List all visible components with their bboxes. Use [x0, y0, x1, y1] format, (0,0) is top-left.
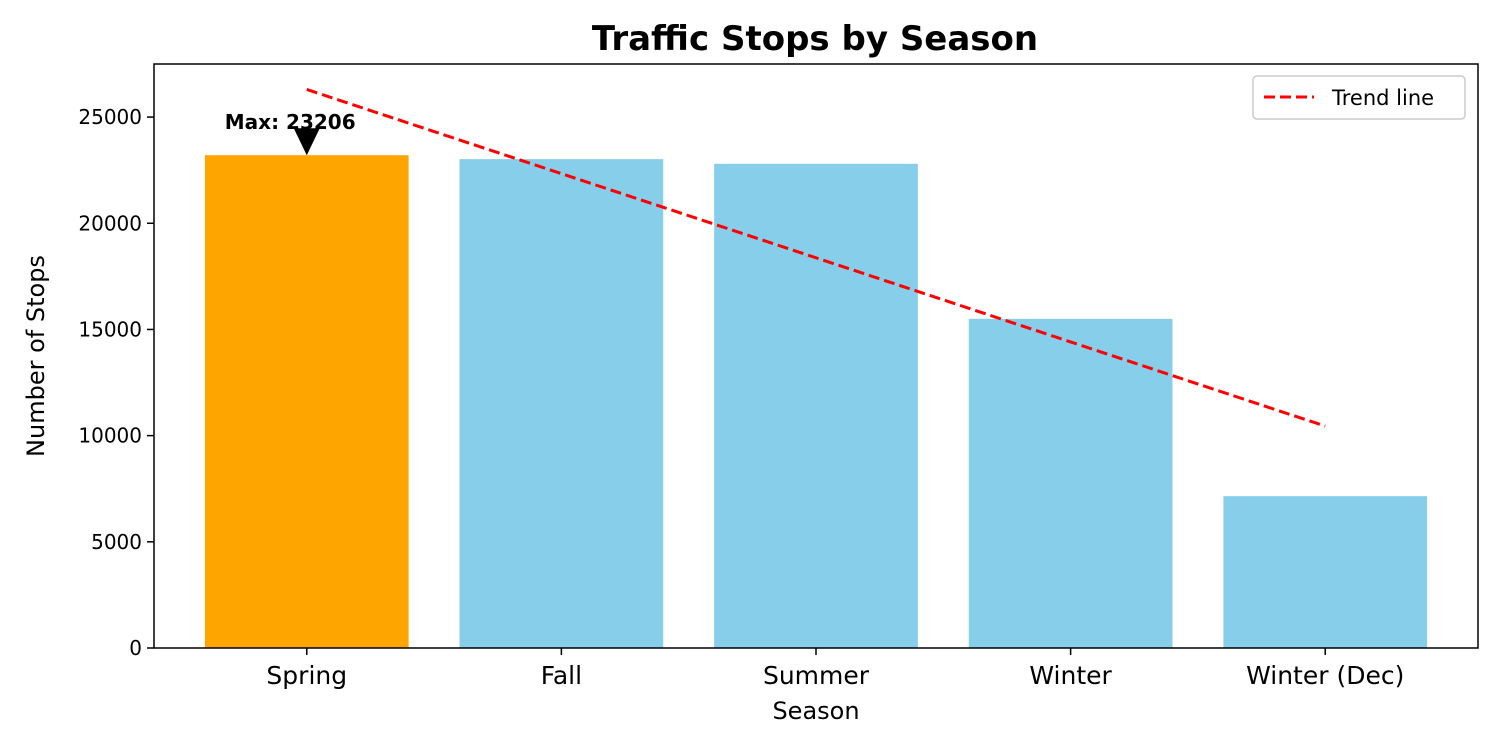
legend-label: Trend line	[1331, 86, 1434, 110]
y-tick-label: 0	[129, 636, 142, 660]
x-tick-label: Fall	[541, 661, 582, 690]
x-axis-label: Season	[772, 697, 859, 725]
x-tick-label: Spring	[266, 661, 347, 690]
legend-box	[1252, 75, 1466, 120]
bar-winter	[968, 318, 1173, 648]
y-axis-ticks: 0 5000 10000 15000 20000 25000	[78, 105, 154, 660]
y-tick-label: 10000	[78, 424, 142, 448]
bar-winter-dec	[1223, 496, 1428, 648]
annotation-text: Max: 23206	[225, 110, 356, 134]
x-tick-label: Winter (Dec)	[1246, 661, 1404, 690]
x-tick-label: Winter	[1029, 661, 1112, 690]
x-tick-label: Summer	[763, 661, 870, 690]
y-axis-label: Number of Stops	[22, 255, 50, 457]
legend: Trend line	[1252, 75, 1466, 120]
chart-title: Traffic Stops by Season	[592, 19, 1038, 59]
bar-spring	[204, 155, 409, 648]
y-tick-label: 20000	[78, 211, 142, 235]
bar-summer	[714, 163, 918, 648]
bar-fall	[459, 159, 664, 648]
trend-line	[306, 88, 1326, 428]
y-tick-label: 25000	[78, 105, 142, 129]
bars-group	[204, 155, 1428, 648]
annotation-arrow	[293, 128, 320, 156]
x-axis-ticks: Spring Fall Summer Winter Winter (Dec)	[266, 648, 1404, 690]
trend-line-group	[306, 88, 1326, 428]
max-annotation: Max: 23206	[225, 110, 356, 156]
y-tick-label: 5000	[91, 530, 142, 554]
y-tick-label: 15000	[78, 317, 142, 341]
